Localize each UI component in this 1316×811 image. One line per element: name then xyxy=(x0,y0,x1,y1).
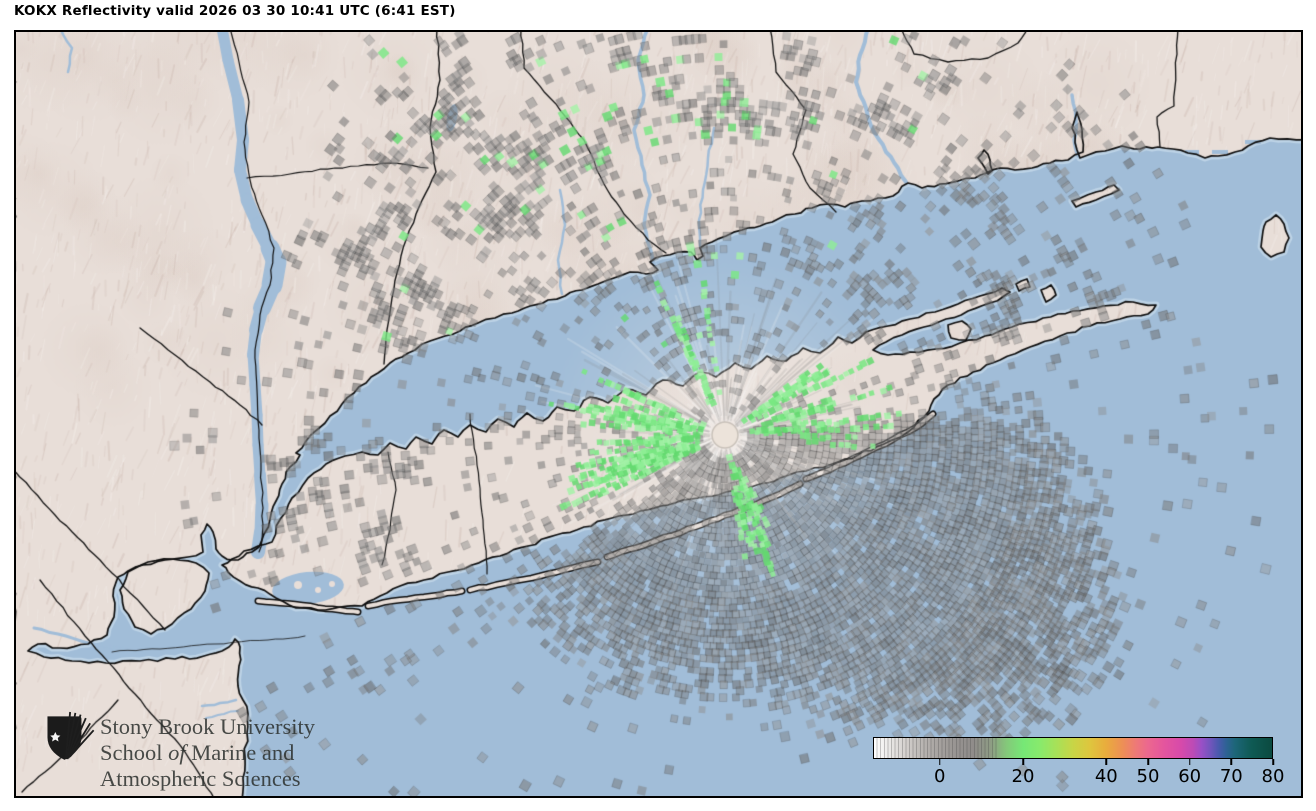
colorbar-tick xyxy=(1022,759,1024,765)
colorbar-tick-label: 0 xyxy=(933,766,946,787)
colorbar-tick xyxy=(938,759,941,765)
colorbar-tick-label: 60 xyxy=(1178,766,1202,787)
map-frame: Stony Brook University School of Marine … xyxy=(14,30,1303,798)
colorbar-tick-label: 80 xyxy=(1261,766,1285,787)
colorbar-tick xyxy=(1188,759,1191,765)
colorbar-tick xyxy=(1105,759,1108,765)
colorbar-tick-label: 70 xyxy=(1219,766,1243,787)
colorbar-gradient-bar xyxy=(873,737,1273,759)
radar-map-canvas xyxy=(16,32,1301,796)
colorbar-tick xyxy=(1147,759,1149,765)
colorbar-tick-label: 50 xyxy=(1136,766,1160,787)
colorbar-bin-stripes xyxy=(874,738,998,758)
colorbar-tick-label: 40 xyxy=(1094,766,1118,787)
colorbar-tick-label: 20 xyxy=(1011,766,1035,787)
reflectivity-colorbar: 0 20 40 50 60 70 80 xyxy=(873,737,1284,787)
figure-title: KOKX Reflectivity valid 2026 03 30 10:41… xyxy=(14,3,456,19)
colorbar-tick xyxy=(1272,759,1274,765)
colorbar-tick xyxy=(1230,759,1233,765)
